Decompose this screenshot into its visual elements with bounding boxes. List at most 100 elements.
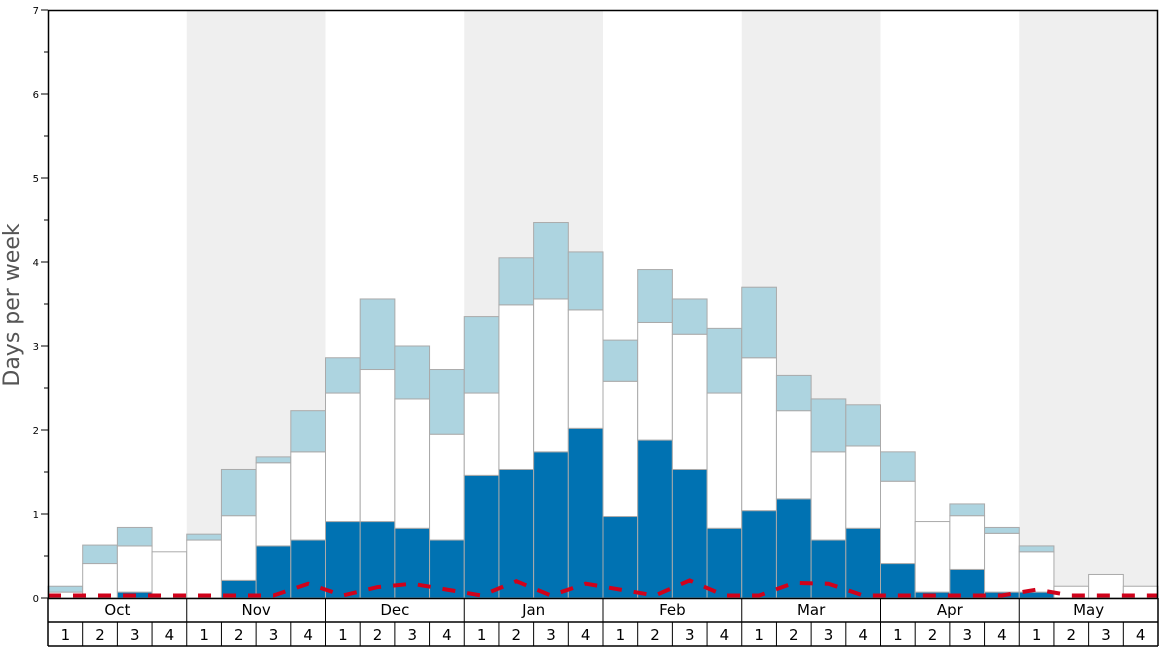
bar-segment-2-week-25 [880, 480, 916, 565]
bar-segment-2-week-16 [567, 309, 604, 429]
bar-segment-3-week-25 [880, 451, 916, 482]
dashed-line [48, 578, 1158, 598]
bar-segment-3-week-28 [984, 526, 1020, 534]
bar-segment-3-week-1 [47, 585, 84, 593]
bar-segment-1-week-21 [741, 510, 777, 599]
bar-segment-3-week-18 [637, 269, 673, 323]
week-label: 2 [234, 626, 244, 644]
month-label-mar: Mar [797, 601, 826, 619]
y-axis-label: Days per week [0, 223, 25, 386]
bar-segment-2-week-7 [255, 462, 292, 547]
week-label: 4 [165, 626, 175, 644]
bar-segment-2-week-5 [186, 539, 222, 599]
bar-segment-3-week-19 [671, 298, 708, 335]
bar-segment-3-week-22 [775, 374, 812, 412]
bar-segment-2-week-27 [949, 515, 986, 570]
week-label: 2 [928, 626, 938, 644]
y-tick-label: 3 [33, 342, 39, 353]
week-label: 4 [442, 626, 452, 644]
week-label: 4 [1136, 626, 1146, 644]
week-label: 4 [581, 626, 591, 644]
x-axis: Oct 1 2 3 4 Nov 1 2 3 4 Dec 1 2 3 4 Jan 1 2 3 4 Feb 1 2 3 4 Mar 1 2… [47, 598, 1159, 647]
bar-segment-1-week-19 [671, 468, 708, 599]
bar-segment-3-week-27 [949, 503, 986, 517]
month-label-oct: Oct [104, 601, 130, 619]
week-label: 3 [130, 626, 140, 644]
bar-segment-2-week-3 [116, 545, 153, 593]
month-label-apr: Apr [937, 601, 964, 619]
bar-segment-3-week-12 [429, 369, 465, 435]
week-label: 1 [338, 626, 348, 644]
week-label: 3 [962, 626, 972, 644]
week-label: 3 [824, 626, 834, 644]
bar-segment-2-week-15 [533, 298, 569, 453]
bar-segment-3-week-17 [602, 339, 639, 382]
bar-segment-3-week-5 [186, 533, 222, 541]
bar-segment-1-week-24 [845, 527, 881, 599]
plot-border [47, 9, 1159, 600]
week-label: 3 [1101, 626, 1111, 644]
bar-segment-3-week-23 [810, 398, 847, 453]
bar-segment-3-week-15 [533, 222, 569, 300]
month-label-may: May [1073, 601, 1104, 619]
week-label: 2 [650, 626, 660, 644]
month-label-dec: Dec [380, 601, 409, 619]
bar-segment-2-week-21 [741, 357, 777, 512]
bar-segment-3-week-20 [706, 327, 743, 394]
week-label: 2 [95, 626, 105, 644]
bar-segment-1-week-9 [325, 521, 361, 599]
bar-segment-2-week-24 [845, 445, 881, 529]
week-label: 1 [754, 626, 764, 644]
bar-segment-1-week-20 [706, 527, 743, 599]
month-shade-may [1019, 10, 1158, 598]
bar-segment-3-week-6 [220, 468, 257, 517]
y-tick-label: 6 [33, 90, 39, 101]
bar-segment-3-week-13 [463, 316, 500, 394]
bar-segment-2-week-13 [463, 392, 500, 476]
dashed-line-layer [48, 578, 1158, 598]
bar-segment-3-week-24 [845, 404, 881, 447]
y-tick-label: 0 [33, 594, 39, 605]
bar-segment-2-week-20 [706, 392, 743, 529]
bar-segment-2-week-12 [429, 433, 465, 541]
month-label-nov: Nov [241, 601, 270, 619]
month-label-feb: Feb [659, 601, 686, 619]
bar-segment-2-week-18 [637, 321, 673, 441]
bar-segment-1-week-14 [498, 468, 535, 599]
bar-segment-3-week-11 [394, 345, 431, 400]
bar-segment-2-week-11 [394, 398, 431, 529]
bar-segment-1-week-7 [255, 545, 292, 599]
bar-segment-2-week-17 [602, 380, 639, 518]
bar-segment-1-week-25 [880, 563, 916, 599]
bar-segment-3-week-9 [325, 357, 361, 394]
week-label: 2 [512, 626, 522, 644]
bar-segment-3-week-14 [498, 257, 535, 306]
bar-segment-1-week-23 [810, 539, 847, 599]
week-label: 2 [1067, 626, 1077, 644]
y-tick-label: 1 [33, 510, 39, 521]
y-tick-label: 4 [33, 258, 39, 269]
week-label: 4 [997, 626, 1007, 644]
bar-segment-2-week-14 [498, 304, 535, 470]
bar-segment-1-week-18 [637, 439, 673, 599]
week-label: 2 [373, 626, 383, 644]
bar-segment-3-week-29 [1018, 545, 1055, 553]
week-label: 4 [303, 626, 313, 644]
bar-segment-2-week-9 [325, 392, 361, 523]
week-label: 3 [269, 626, 279, 644]
bar-segment-3-week-21 [741, 286, 777, 359]
bar-segment-1-week-17 [602, 516, 639, 599]
y-tick-label: 5 [33, 174, 39, 185]
bar-segment-3-week-10 [359, 298, 396, 371]
week-label: 3 [407, 626, 417, 644]
week-label: 4 [720, 626, 730, 644]
week-label: 1 [61, 626, 71, 644]
bar-segment-3-week-3 [116, 526, 153, 547]
bar-segment-2-week-2 [82, 563, 118, 599]
week-label: 1 [199, 626, 209, 644]
bar-segment-3-week-16 [567, 251, 604, 311]
y-tick-label: 7 [33, 6, 39, 17]
week-label: 3 [546, 626, 556, 644]
bar-segment-2-week-19 [671, 333, 708, 470]
